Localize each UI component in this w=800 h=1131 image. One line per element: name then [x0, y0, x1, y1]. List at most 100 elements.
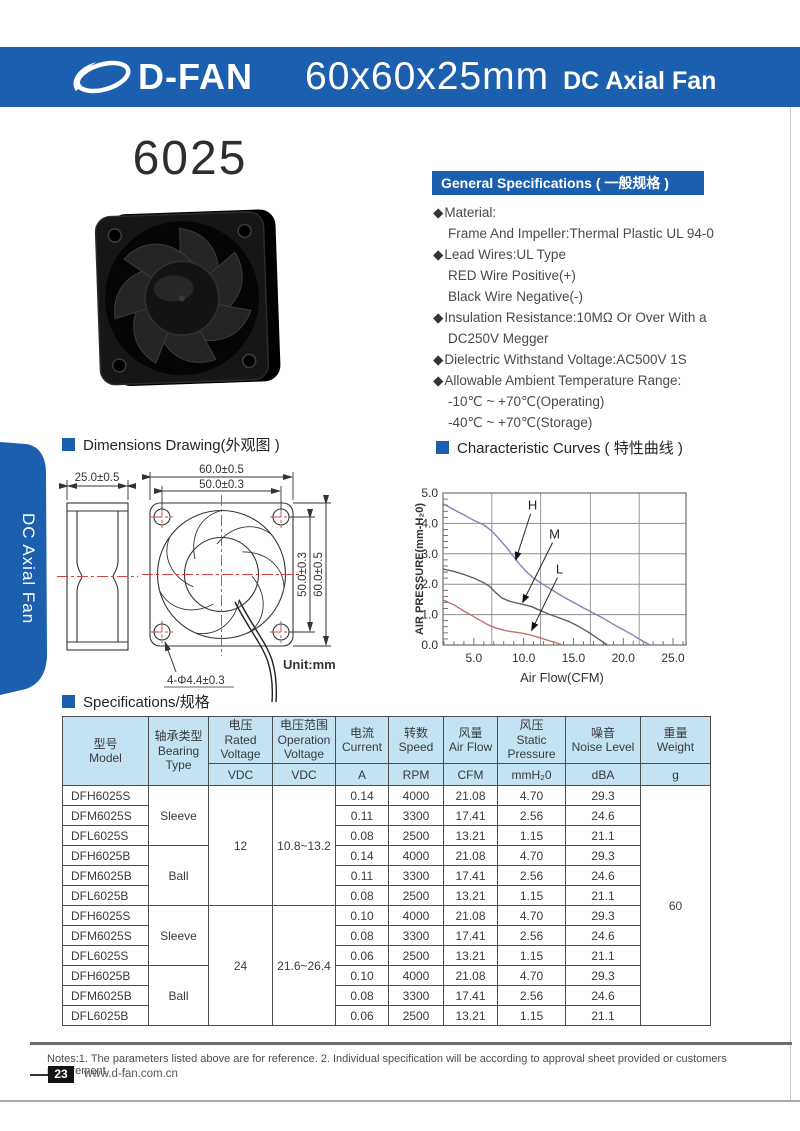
- column-header: 电流 Current: [335, 716, 389, 764]
- brand: D-FAN: [70, 56, 253, 98]
- cell-model: DFH6025S: [62, 785, 149, 806]
- cell-rated-voltage: 12: [208, 785, 273, 906]
- cell-airflow: 17.41: [443, 865, 498, 886]
- screw-holes: [107, 223, 257, 373]
- y-tick-label: 3.0: [421, 547, 438, 561]
- cell-pressure: 1.15: [497, 1005, 566, 1026]
- cell-pressure: 1.15: [497, 825, 566, 846]
- cell-noise: 24.6: [565, 865, 641, 886]
- table-body: DFH6025S Sleeve 12 10.8~13.2 0.14 4000 21.08 4.…: [62, 785, 711, 1026]
- column-unit: dBA: [565, 763, 641, 786]
- page-title-product: DC Axial Fan: [563, 66, 717, 95]
- cell-airflow: 21.08: [443, 965, 498, 986]
- cell-current: 0.08: [335, 885, 389, 906]
- dim-holes-callout: 4-Φ4.4±0.3: [167, 675, 225, 687]
- cell-noise: 24.6: [565, 985, 641, 1006]
- cell-pressure: 1.15: [497, 885, 566, 906]
- notes-separator: [30, 1042, 792, 1045]
- dim-depth: 25.0±0.5: [75, 472, 120, 484]
- general-spec-line: -10℃ ~ +70℃(Operating): [448, 394, 605, 409]
- cell-model: DFM6025S: [62, 805, 149, 826]
- cell-current: 0.06: [335, 1005, 389, 1026]
- column-unit: mmH₂0: [497, 763, 566, 786]
- cell-bearing: Ball: [148, 965, 209, 1026]
- table-row: DFH6025S Sleeve 12 10.8~13.2 0.14 4000 21.08 4.…: [62, 785, 711, 1026]
- cell-noise: 29.3: [565, 905, 641, 926]
- table-row: DFH6025B Ball 0.14 4000 21.08 4.70 29.3: [62, 845, 711, 906]
- page-number-tick: [30, 1074, 48, 1076]
- cell-current: 0.11: [335, 865, 389, 886]
- page-number: 23: [48, 1066, 74, 1083]
- side-tab-shape: [0, 442, 47, 695]
- diamond-bullet-icon: ◆: [433, 247, 444, 262]
- header-banner: D-FAN 60x60x25mm DC Axial Fan: [0, 47, 800, 107]
- brand-logo-icon: [73, 60, 131, 94]
- cell-current: 0.11: [335, 805, 389, 826]
- table-header: 型号 Model 轴承类型 Bearing Type 电压 Rated Voltage 电压…: [62, 716, 711, 786]
- curve-M: [442, 568, 608, 646]
- general-spec-line: ◆Allowable Ambient Temperature Range:: [433, 373, 682, 388]
- column-unit: g: [640, 763, 711, 786]
- cell-speed: 2500: [388, 885, 444, 906]
- cell-pressure: 4.70: [497, 845, 566, 866]
- cell-pressure: 2.56: [497, 985, 566, 1006]
- model-number: 6025: [132, 132, 248, 185]
- column-unit: RPM: [388, 763, 444, 786]
- cell-noise: 29.3: [565, 845, 641, 866]
- cell-model: DFM6025S: [62, 925, 149, 946]
- cell-model: DFL6025S: [62, 945, 149, 966]
- website-text: www.d-fan.com.cn: [84, 1068, 178, 1080]
- lead-wires: [234, 599, 278, 703]
- x-tick-label: 20.0: [612, 651, 636, 665]
- cell-current: 0.14: [335, 845, 389, 866]
- cell-airflow: 21.08: [443, 905, 498, 926]
- specifications-table: 型号 Model 轴承类型 Bearing Type 电压 Rated Voltage 电压…: [62, 716, 711, 1026]
- cell-current: 0.10: [335, 905, 389, 926]
- cell-speed: 3300: [388, 925, 444, 946]
- cell-noise: 21.1: [565, 825, 641, 846]
- cell-operation-voltage: 10.8~13.2: [272, 785, 336, 906]
- cell-pressure: 4.70: [497, 785, 566, 806]
- table-row: DFM6025S 0.08 3300 17.41 2.56 24.6: [62, 925, 711, 946]
- cell-rated-voltage: 24: [208, 905, 273, 1026]
- cell-noise: 21.1: [565, 885, 641, 906]
- cell-speed: 3300: [388, 805, 444, 826]
- cell-model: DFH6025S: [62, 905, 149, 926]
- cell-speed: 2500: [388, 1005, 444, 1026]
- y-tick-label: 1.0: [421, 608, 438, 622]
- table-row: DFL6025B 0.06 2500 13.21 1.15 21.1: [62, 1005, 711, 1026]
- diamond-bullet-icon: ◆: [433, 352, 444, 367]
- cell-bearing: Ball: [148, 845, 209, 906]
- section-bullet-icon: [436, 441, 449, 454]
- dim-width-outer: 60.0±0.5: [199, 464, 244, 476]
- curve-label-leader: [514, 513, 532, 561]
- cell-model: DFL6025B: [62, 1005, 149, 1026]
- cell-current: 0.10: [335, 965, 389, 986]
- cell-airflow: 21.08: [443, 845, 498, 866]
- page-right-border: [790, 107, 791, 1102]
- curve-L: [442, 599, 563, 646]
- general-spec-line: ◆Lead Wires:UL Type: [433, 247, 566, 262]
- cell-pressure: 4.70: [497, 965, 566, 986]
- table-row: DFH6025S Sleeve 24 21.6~26.4 0.10 4000 21.08 4.…: [62, 905, 711, 1026]
- cell-speed: 4000: [388, 965, 444, 986]
- cell-speed: 2500: [388, 825, 444, 846]
- general-specs-header: General Specifications ( 一般规格 ): [432, 171, 704, 195]
- cell-bearing: Sleeve: [148, 905, 209, 966]
- cell-current: 0.06: [335, 945, 389, 966]
- chart-y-axis-label: AIR PRESSURE(mm-H₂0): [414, 503, 426, 635]
- column-header: 转数 Speed: [388, 716, 444, 764]
- dimensions-drawing: 25.0±0.5: [57, 464, 336, 703]
- cell-bearing: Sleeve: [148, 785, 209, 846]
- table-row: DFM6025S 0.11 3300 17.41 2.56 24.6: [62, 805, 711, 826]
- general-spec-line: ◆Dielectric Withstand Voltage:AC500V 1S: [433, 352, 687, 367]
- y-tick-label: 5.0: [421, 486, 438, 500]
- plot-border: [442, 492, 687, 646]
- general-spec-line: RED Wire Positive(+): [448, 268, 576, 283]
- section-bullet-icon: [62, 695, 75, 708]
- centerlines: [142, 495, 302, 656]
- curve-label: M: [549, 527, 560, 542]
- section-bullet-icon: [62, 438, 75, 451]
- cell-noise: 21.1: [565, 1005, 641, 1026]
